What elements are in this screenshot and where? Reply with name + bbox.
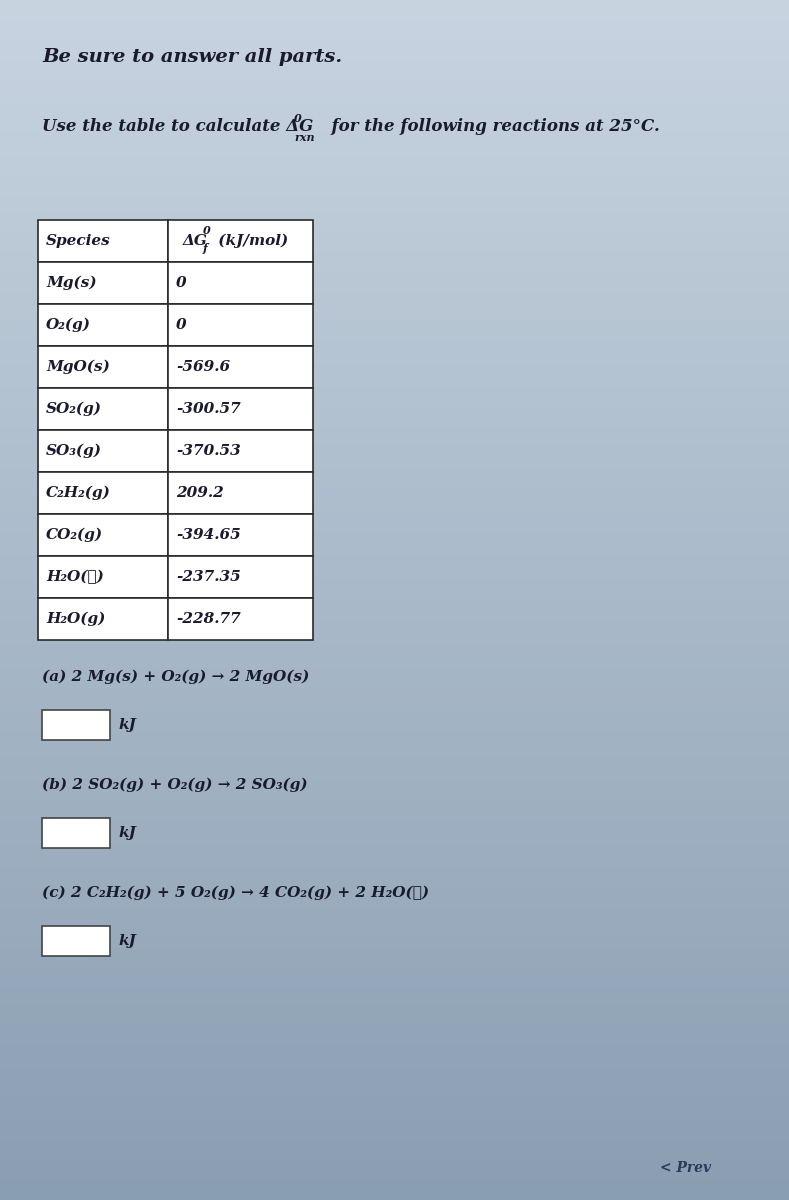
Bar	[38, 472, 168, 514]
Text: kJ: kJ	[118, 934, 136, 948]
Bar	[38, 346, 168, 388]
Text: < Prev: < Prev	[660, 1162, 711, 1175]
Bar	[38, 556, 168, 598]
Text: for the following reactions at 25°C.: for the following reactions at 25°C.	[320, 118, 660, 134]
Text: Use the table to calculate ΔG: Use the table to calculate ΔG	[42, 118, 313, 134]
Bar	[168, 262, 313, 304]
Text: Species: Species	[46, 234, 110, 248]
Text: (kJ/mol): (kJ/mol)	[213, 234, 288, 248]
Bar	[38, 514, 168, 556]
Bar	[42, 818, 110, 848]
Text: f: f	[203, 244, 208, 254]
Bar	[168, 430, 313, 472]
Text: 209.2: 209.2	[176, 486, 224, 500]
Bar	[38, 388, 168, 430]
Bar	[42, 710, 110, 740]
Bar	[168, 304, 313, 346]
Text: (a) 2 Mg(s) + O₂(g) → 2 MgO(s): (a) 2 Mg(s) + O₂(g) → 2 MgO(s)	[42, 670, 309, 684]
Text: 0: 0	[203, 226, 211, 236]
Bar	[38, 304, 168, 346]
Bar	[168, 598, 313, 640]
Bar	[38, 220, 168, 262]
Text: (b) 2 SO₂(g) + O₂(g) → 2 SO₃(g): (b) 2 SO₂(g) + O₂(g) → 2 SO₃(g)	[42, 778, 308, 792]
Text: 0: 0	[176, 276, 187, 290]
Text: -237.35: -237.35	[176, 570, 241, 584]
Text: CO₂(g): CO₂(g)	[46, 528, 103, 542]
Text: 0: 0	[176, 318, 187, 332]
Text: -300.57: -300.57	[176, 402, 241, 416]
Text: H₂O(g): H₂O(g)	[46, 612, 106, 626]
Text: SO₂(g): SO₂(g)	[46, 402, 102, 416]
Text: 0: 0	[294, 113, 301, 124]
Bar	[168, 556, 313, 598]
Text: H₂O(ℓ): H₂O(ℓ)	[46, 570, 104, 584]
Bar	[38, 262, 168, 304]
Text: -394.65: -394.65	[176, 528, 241, 542]
Bar	[168, 346, 313, 388]
Bar	[168, 514, 313, 556]
Text: ΔG: ΔG	[183, 234, 208, 248]
Text: Mg(s): Mg(s)	[46, 276, 96, 290]
Text: MgO(s): MgO(s)	[46, 360, 110, 374]
Text: O₂(g): O₂(g)	[46, 318, 91, 332]
Text: kJ: kJ	[118, 826, 136, 840]
Text: Be sure to answer all parts.: Be sure to answer all parts.	[42, 48, 342, 66]
Text: SO₃(g): SO₃(g)	[46, 444, 102, 458]
Text: rxn: rxn	[294, 132, 315, 143]
Bar	[38, 430, 168, 472]
Text: C₂H₂(g): C₂H₂(g)	[46, 486, 111, 500]
Text: (c) 2 C₂H₂(g) + 5 O₂(g) → 4 CO₂(g) + 2 H₂O(ℓ): (c) 2 C₂H₂(g) + 5 O₂(g) → 4 CO₂(g) + 2 H…	[42, 886, 429, 900]
Bar	[168, 388, 313, 430]
Bar	[168, 220, 313, 262]
Text: -370.53: -370.53	[176, 444, 241, 458]
Bar	[42, 926, 110, 956]
Bar	[38, 598, 168, 640]
Text: -569.6: -569.6	[176, 360, 230, 374]
Text: -228.77: -228.77	[176, 612, 241, 626]
Text: kJ: kJ	[118, 718, 136, 732]
Bar	[168, 472, 313, 514]
